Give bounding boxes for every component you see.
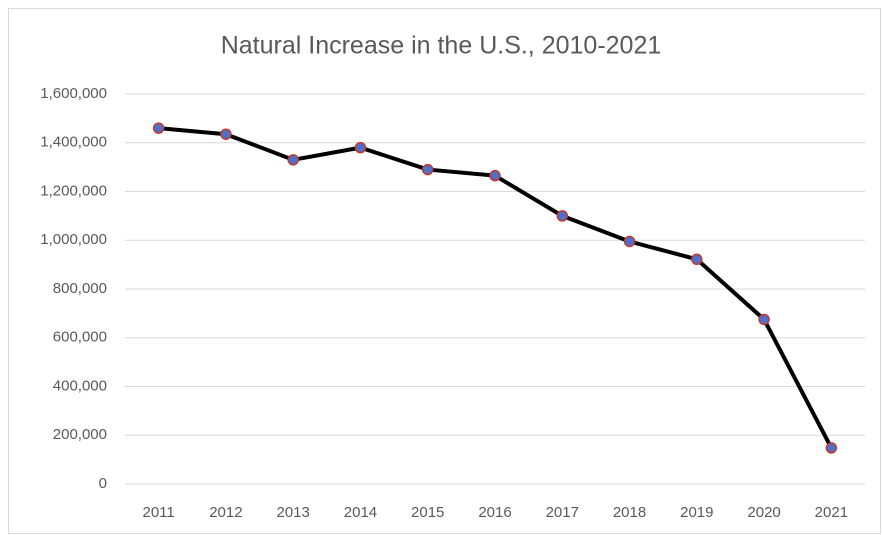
marker <box>152 122 165 134</box>
marker <box>220 128 232 140</box>
marker <box>623 235 636 248</box>
x-tick-label: 2020 <box>747 504 780 521</box>
y-tick-label: 1,000,000 <box>40 231 107 248</box>
y-tick-label: 1,200,000 <box>40 182 107 199</box>
marker <box>354 141 367 154</box>
marker <box>825 442 838 454</box>
x-tick-label: 2017 <box>546 504 579 521</box>
x-tick-label: 2011 <box>143 504 175 521</box>
marker <box>287 154 299 166</box>
y-tick-label: 200,000 <box>53 426 107 443</box>
chart-title: Natural Increase in the U.S., 2010-2021 <box>221 32 662 60</box>
x-tick-label: 2021 <box>815 504 848 521</box>
marker <box>556 210 569 222</box>
x-tick-label: 2019 <box>680 504 713 521</box>
x-tick-label: 2015 <box>411 504 444 521</box>
marker <box>421 163 434 176</box>
y-tick-label: 1,400,000 <box>40 134 107 151</box>
x-tick-label: 2013 <box>276 504 309 521</box>
marker <box>758 313 770 326</box>
y-tick-label: 400,000 <box>53 377 107 394</box>
x-tick-label: 2014 <box>344 504 377 521</box>
marker <box>489 169 501 182</box>
y-tick-label: 0 <box>99 475 107 492</box>
x-tick-label: 2016 <box>478 504 511 521</box>
y-tick-label: 800,000 <box>53 280 107 297</box>
marker <box>691 253 703 266</box>
y-tick-label: 600,000 <box>53 329 107 346</box>
x-tick-label: 2012 <box>209 504 242 521</box>
y-tick-label: 1,600,000 <box>40 85 107 102</box>
x-tick-label: 2018 <box>613 504 646 521</box>
chart-border <box>8 8 881 534</box>
